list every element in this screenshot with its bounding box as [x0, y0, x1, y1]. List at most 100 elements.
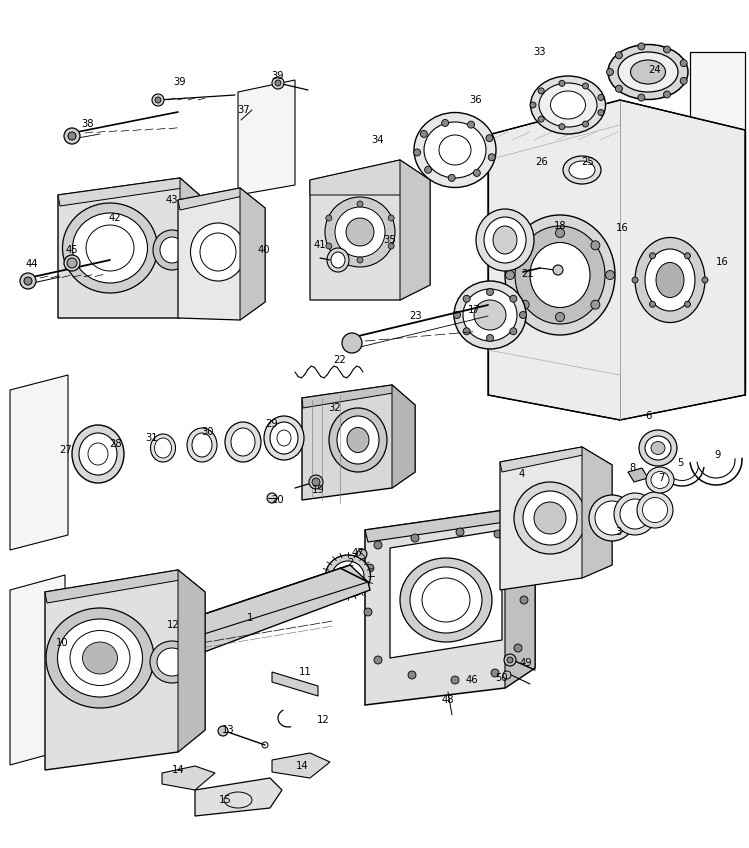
Ellipse shape — [651, 471, 669, 488]
Circle shape — [152, 94, 164, 106]
Text: 36: 36 — [470, 95, 482, 105]
Text: 14: 14 — [172, 765, 184, 775]
Ellipse shape — [651, 442, 665, 455]
Ellipse shape — [646, 467, 674, 493]
Ellipse shape — [225, 422, 261, 462]
Text: 16: 16 — [616, 223, 628, 233]
Ellipse shape — [635, 237, 705, 322]
Ellipse shape — [82, 642, 118, 674]
Text: 26: 26 — [536, 157, 548, 167]
Text: 5: 5 — [677, 458, 683, 468]
Ellipse shape — [569, 161, 595, 179]
Circle shape — [357, 201, 363, 207]
Ellipse shape — [614, 493, 656, 535]
Text: 34: 34 — [372, 135, 384, 145]
Circle shape — [685, 253, 691, 259]
Ellipse shape — [454, 281, 526, 349]
Polygon shape — [500, 447, 612, 472]
Ellipse shape — [154, 438, 172, 458]
Polygon shape — [195, 778, 282, 816]
Text: 42: 42 — [109, 213, 121, 223]
Text: 50: 50 — [496, 673, 509, 683]
Text: 21: 21 — [521, 269, 534, 279]
Text: 46: 46 — [466, 675, 479, 685]
Polygon shape — [392, 385, 415, 488]
Ellipse shape — [153, 230, 191, 270]
Ellipse shape — [329, 408, 387, 472]
Circle shape — [638, 43, 645, 50]
Circle shape — [374, 541, 382, 549]
Ellipse shape — [645, 436, 671, 460]
Circle shape — [463, 295, 470, 302]
Circle shape — [504, 654, 516, 666]
Ellipse shape — [346, 218, 374, 246]
Circle shape — [453, 311, 461, 319]
Ellipse shape — [400, 558, 492, 642]
Ellipse shape — [151, 434, 175, 462]
Circle shape — [649, 301, 655, 307]
Circle shape — [638, 94, 645, 101]
Polygon shape — [272, 753, 330, 778]
Ellipse shape — [410, 567, 482, 633]
Polygon shape — [10, 375, 68, 550]
Circle shape — [553, 265, 563, 275]
Text: 23: 23 — [410, 311, 422, 321]
Circle shape — [598, 109, 604, 115]
Text: 39: 39 — [174, 77, 187, 87]
Circle shape — [411, 534, 419, 542]
Ellipse shape — [534, 502, 566, 534]
Text: 9: 9 — [715, 450, 721, 460]
Circle shape — [556, 313, 565, 321]
Ellipse shape — [515, 226, 605, 324]
Text: 3: 3 — [615, 527, 621, 537]
Polygon shape — [500, 447, 612, 590]
Polygon shape — [365, 510, 535, 705]
Ellipse shape — [62, 203, 157, 293]
Polygon shape — [690, 52, 745, 390]
Ellipse shape — [637, 492, 673, 528]
Ellipse shape — [157, 648, 187, 676]
Ellipse shape — [347, 427, 369, 453]
Circle shape — [516, 549, 524, 557]
Ellipse shape — [325, 197, 395, 267]
Text: 7: 7 — [658, 473, 664, 483]
Polygon shape — [488, 100, 745, 420]
Circle shape — [539, 116, 545, 122]
Circle shape — [24, 277, 32, 285]
Polygon shape — [628, 468, 648, 482]
Text: 38: 38 — [82, 119, 94, 129]
Ellipse shape — [331, 252, 345, 268]
Circle shape — [448, 175, 455, 181]
Circle shape — [20, 273, 36, 289]
Text: 35: 35 — [383, 235, 396, 245]
Text: 8: 8 — [629, 463, 635, 473]
Text: 43: 43 — [166, 195, 178, 205]
Circle shape — [357, 549, 367, 559]
Text: 16: 16 — [715, 257, 728, 267]
Ellipse shape — [264, 416, 304, 460]
Text: 22: 22 — [333, 355, 346, 365]
Polygon shape — [238, 80, 295, 195]
Circle shape — [494, 530, 502, 538]
Circle shape — [583, 121, 589, 127]
Ellipse shape — [618, 52, 678, 92]
Text: 31: 31 — [146, 433, 158, 443]
Text: 17: 17 — [467, 305, 480, 315]
Circle shape — [616, 52, 622, 59]
Text: 41: 41 — [314, 240, 327, 250]
Ellipse shape — [463, 289, 517, 341]
Text: 4: 4 — [519, 469, 525, 479]
Circle shape — [607, 69, 613, 75]
Circle shape — [218, 726, 228, 736]
Circle shape — [520, 300, 529, 310]
Ellipse shape — [514, 482, 586, 554]
Text: 45: 45 — [66, 245, 79, 255]
Circle shape — [312, 478, 320, 486]
Ellipse shape — [595, 501, 629, 535]
Ellipse shape — [551, 91, 586, 119]
Circle shape — [664, 91, 670, 98]
Circle shape — [583, 83, 589, 89]
Ellipse shape — [620, 499, 650, 529]
Polygon shape — [148, 565, 370, 658]
Circle shape — [64, 128, 80, 144]
